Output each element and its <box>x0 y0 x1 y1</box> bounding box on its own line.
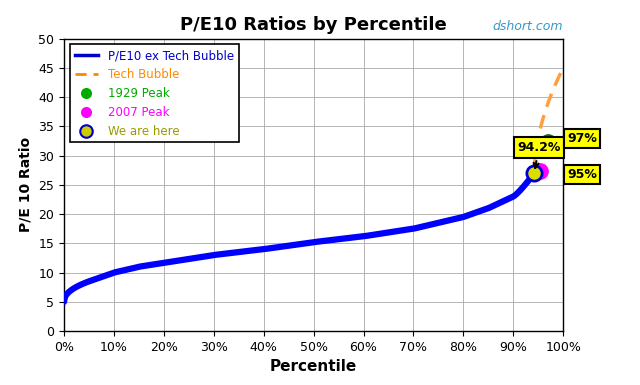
X-axis label: Percentile: Percentile <box>270 359 357 374</box>
Text: 94.2%: 94.2% <box>517 141 561 168</box>
Title: P/E10 Ratios by Percentile: P/E10 Ratios by Percentile <box>180 16 447 34</box>
Y-axis label: P/E 10 Ratio: P/E 10 Ratio <box>19 137 33 233</box>
Text: 97%: 97% <box>567 132 597 145</box>
Text: dshort.com: dshort.com <box>493 20 563 33</box>
Text: 95%: 95% <box>567 168 597 181</box>
Legend: P/E10 ex Tech Bubble, Tech Bubble, 1929 Peak, 2007 Peak, We are here: P/E10 ex Tech Bubble, Tech Bubble, 1929 … <box>70 44 239 142</box>
